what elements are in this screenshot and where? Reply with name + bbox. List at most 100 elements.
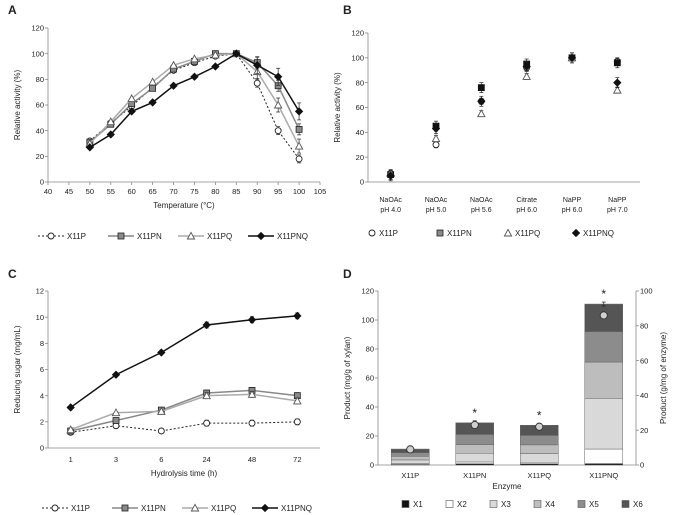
a-point-x11pnq	[294, 107, 304, 116]
c-x-tick-label: 3	[114, 455, 118, 464]
a-point-x11pq	[148, 77, 157, 86]
a-series-line-x11p	[89, 53, 300, 160]
a-y-axis-title: Relative activity (%)	[13, 70, 22, 141]
d-x-tick-label: X11P	[401, 471, 419, 480]
a-series-line-x11pq	[89, 52, 300, 147]
a-x-tick-label: 80	[211, 187, 219, 196]
chart-products: 0 20 40 60 80 100 120 Product (mg/g of xylan) 0 2…	[343, 287, 668, 509]
b-legend-marker	[436, 229, 444, 237]
d-legend-swatch-x3	[489, 500, 498, 508]
d-right-y-tick-label: 40	[640, 391, 648, 400]
b-category-label-line2: pH 6.0	[516, 207, 537, 214]
c-y-tick-label: 12	[36, 287, 44, 296]
c-series-line-x11pn	[70, 389, 298, 432]
c-point-x11pn	[112, 417, 120, 424]
a-point-x11pnq	[273, 72, 283, 81]
c-x-tick-label: 1	[69, 455, 73, 464]
d-bar-segment-x3	[520, 453, 559, 463]
a-y-tick-label: 60	[36, 101, 44, 110]
c-y-tick-label: 4	[40, 391, 44, 400]
b-point-x11pn	[613, 59, 621, 67]
c-legend-label: X11P	[71, 504, 90, 513]
b-legend-marker	[503, 228, 513, 237]
a-series-line-x11pnq	[89, 52, 300, 148]
a-point-x11pq	[127, 94, 137, 103]
a-point-x11pnq	[85, 143, 95, 152]
d-legend-swatch-x2	[445, 500, 454, 508]
chart-ph: 0 20 40 60 80 100 120 Relative activity (%) NaOA…	[333, 29, 640, 238]
d-secondary-point	[535, 422, 544, 431]
b-y-tick-label: 60	[356, 103, 364, 112]
d-bar-segment-x4	[584, 361, 623, 399]
c-x-tick-label: 24	[202, 455, 210, 464]
a-point-x11pq	[106, 117, 116, 126]
c-point-x11p	[203, 419, 211, 427]
b-category-label-line2: pH 4.0	[380, 207, 401, 214]
d-significance-star: *	[537, 408, 542, 422]
b-category-label-line1: NaOAc	[379, 197, 402, 204]
a-point-x11p	[274, 127, 282, 135]
d-bar-segment-x5	[455, 434, 494, 445]
d-y-tick-label: 80	[366, 345, 374, 354]
a-point-x11pnq	[106, 130, 115, 139]
d-significance-star: *	[601, 287, 606, 301]
panel-label-b: B	[343, 3, 352, 17]
b-point-x11p	[432, 141, 440, 149]
a-legend-marker	[256, 231, 266, 241]
b-category-label-line1: Citrate	[516, 197, 537, 204]
d-right-y-tick-label: 0	[640, 461, 644, 470]
d-legend-label: X6	[633, 500, 643, 509]
a-x-tick-label: 40	[44, 187, 52, 196]
c-point-x11pnq	[293, 311, 302, 321]
c-series-line-x11pnq	[70, 315, 298, 409]
c-legend-marker	[51, 504, 59, 512]
a-x-tick-label: 95	[274, 187, 282, 196]
a-x-tick-label: 50	[86, 187, 94, 196]
c-legend-marker	[121, 504, 129, 512]
b-y-axis-title: Relative activity (%)	[333, 72, 342, 143]
a-point-x11pnq	[148, 98, 157, 107]
a-point-x11pnq	[127, 107, 136, 116]
c-x-tick-label: 72	[293, 455, 301, 464]
a-point-x11pq	[190, 54, 199, 63]
a-x-tick-label: 60	[128, 187, 136, 196]
d-legend-label: X4	[545, 500, 555, 509]
a-legend-marker	[117, 232, 125, 240]
a-x-tick-label: 55	[107, 187, 115, 196]
a-point-x11pq	[169, 60, 178, 69]
a-legend-label: X11P	[67, 232, 86, 241]
d-legend-label: X5	[589, 500, 599, 509]
c-point-x11pq	[247, 389, 257, 398]
a-point-x11pq	[294, 141, 304, 150]
c-y-tick-label: 0	[40, 444, 44, 453]
d-secondary-point	[470, 420, 479, 430]
c-y-tick-label: 8	[40, 339, 44, 348]
d-x-tick-label: X11PN	[463, 471, 486, 480]
b-point-x11pq	[431, 134, 441, 142]
a-x-axis-title: Temperature (°C)	[153, 201, 215, 210]
a-y-tick-label: 80	[36, 75, 44, 84]
c-x-tick-label: 6	[159, 455, 163, 464]
d-x-tick-label: X11PQ	[527, 471, 551, 480]
a-point-x11p	[295, 155, 303, 163]
b-point-x11pq	[522, 71, 532, 80]
c-y-tick-label: 2	[40, 418, 44, 427]
b-point-x11pnq	[386, 171, 395, 180]
d-right-y-tick-label: 80	[640, 322, 648, 331]
a-point-x11pnq	[232, 49, 241, 58]
b-legend-label: X11PNQ	[583, 229, 614, 238]
a-y-tick-label: 20	[36, 152, 44, 161]
d-y-tick-label: 60	[366, 374, 374, 383]
c-point-x11pnq	[66, 403, 75, 412]
b-category-label-line1: NaPP	[563, 197, 582, 204]
b-y-tick-label: 0	[360, 178, 364, 187]
d-legend-label: X1	[413, 500, 423, 509]
b-point-x11pn	[477, 84, 485, 92]
d-bar-segment-x5	[520, 435, 559, 446]
a-x-tick-label: 70	[169, 187, 177, 196]
c-y-tick-label: 6	[40, 365, 44, 374]
a-x-tick-label: 85	[232, 187, 240, 196]
b-category-label-line1: NaOAc	[470, 197, 493, 204]
d-bar-segment-x4	[520, 444, 559, 454]
d-right-y-axis-title: Product (g/mg of enzyme)	[659, 332, 668, 424]
